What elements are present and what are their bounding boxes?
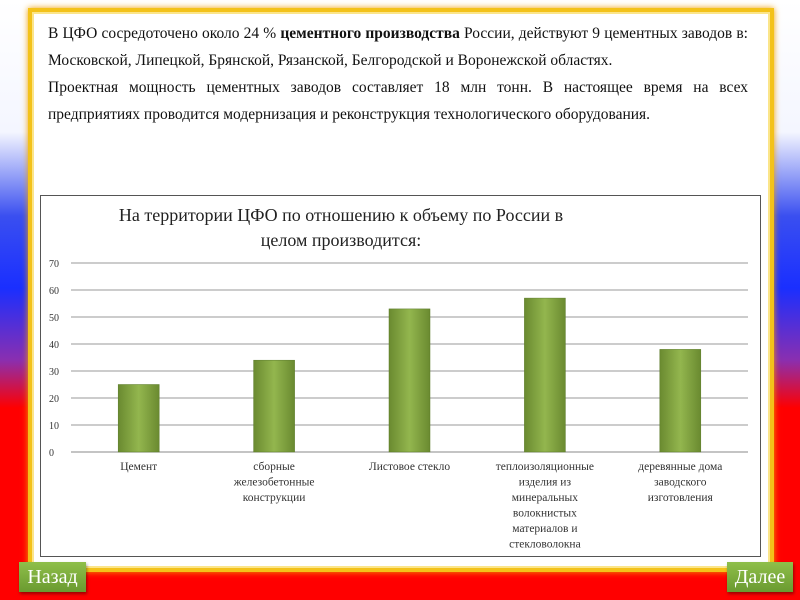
y-tick-label: 60 xyxy=(49,286,59,297)
text: России, действуют 9 цементных заводов в:… xyxy=(48,25,748,69)
bar-1 xyxy=(117,384,160,453)
x-tick-label: деревянные дома xyxy=(638,461,722,473)
bar-4 xyxy=(524,297,566,453)
x-tick-label: теплоизоляционные xyxy=(496,461,594,473)
x-tick-label: конструкции xyxy=(243,492,306,504)
x-tick-label: изготовления xyxy=(648,492,714,504)
x-tick-label: волокнистых xyxy=(513,508,577,520)
y-tick-label: 70 xyxy=(49,259,59,270)
x-tick-label: железобетонные xyxy=(233,477,315,489)
x-tick-label: заводского xyxy=(654,477,707,489)
x-tick-label: изделия из xyxy=(519,477,572,489)
x-tick-label: стекловолокна xyxy=(509,539,581,551)
bold-text: цементного производства xyxy=(280,25,460,42)
y-tick-label: 30 xyxy=(49,367,59,378)
y-tick-label: 10 xyxy=(49,421,59,432)
y-tick-label: 50 xyxy=(49,313,59,324)
x-tick-label: Цемент xyxy=(120,461,157,473)
chart-title: На территории ЦФО по отношению к объему … xyxy=(119,205,563,225)
x-tick-label: минеральных xyxy=(512,492,579,504)
bar-5 xyxy=(659,349,702,453)
y-tick-label: 40 xyxy=(49,340,59,351)
paragraph-2: Проектная мощность цементных заводов сос… xyxy=(48,79,748,123)
bar-2 xyxy=(253,359,295,453)
next-button[interactable]: Далее xyxy=(727,562,793,592)
x-tick-label: материалов и xyxy=(512,523,577,535)
y-tick-label: 0 xyxy=(49,448,54,459)
slide-text: В ЦФО сосредоточено около 24 % цементног… xyxy=(48,20,748,128)
bar-chart: На территории ЦФО по отношению к объему … xyxy=(40,195,761,557)
x-tick-label: сборные xyxy=(253,461,295,473)
bar-3 xyxy=(388,308,431,453)
text: В ЦФО сосредоточено около 24 % xyxy=(48,25,281,42)
back-button[interactable]: Назад xyxy=(19,562,86,592)
chart-svg: На территории ЦФО по отношению к объему … xyxy=(49,205,748,551)
y-tick-label: 20 xyxy=(49,394,59,405)
x-tick-label: Листовое стекло xyxy=(369,461,450,473)
chart-title: целом производится: xyxy=(261,230,422,250)
paragraph-1: В ЦФО сосредоточено около 24 % цементног… xyxy=(48,20,748,74)
